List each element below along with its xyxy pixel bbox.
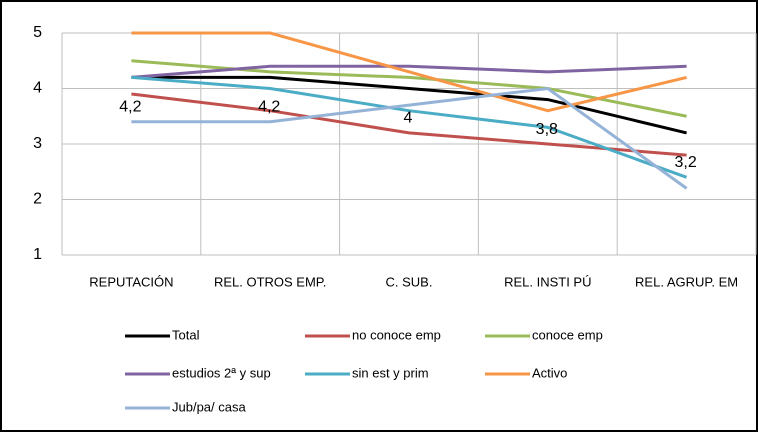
x-tick-label: REL. OTROS EMP. xyxy=(214,274,326,289)
series-line xyxy=(131,59,687,118)
y-tick-label: 5 xyxy=(33,24,42,41)
legend-label: conoce emp xyxy=(532,327,603,342)
data-label: 4 xyxy=(404,110,413,127)
data-label: 4,2 xyxy=(258,99,280,116)
series-line xyxy=(131,31,687,113)
x-tick-label: REL. AGRUP. EM xyxy=(635,274,738,289)
y-tick-label: 2 xyxy=(33,191,42,208)
series-line xyxy=(131,75,688,179)
series-line xyxy=(131,64,687,79)
y-tick-label: 1 xyxy=(33,246,42,263)
data-label: 4,2 xyxy=(119,99,141,116)
series-line xyxy=(131,92,687,157)
x-tick-label: REL. INSTI PÚ xyxy=(504,274,591,289)
legend-label: estudios 2ª y sup xyxy=(172,365,271,380)
y-tick-label: 3 xyxy=(33,135,42,152)
legend-label: Activo xyxy=(532,365,567,380)
data-label: 3,8 xyxy=(536,121,558,138)
legend-label: Total xyxy=(172,327,200,342)
legend-label: Jub/pa/ casa xyxy=(172,399,246,414)
series-line xyxy=(131,75,687,135)
legend-label: sin est y prim xyxy=(352,365,429,380)
x-tick-label: C. SUB. xyxy=(386,274,433,289)
series-line xyxy=(131,86,688,190)
data-label: 3,2 xyxy=(674,154,696,171)
x-tick-label: REPUTACIÓN xyxy=(89,274,173,289)
legend-label: no conoce emp xyxy=(352,327,441,342)
y-tick-label: 4 xyxy=(33,80,42,97)
